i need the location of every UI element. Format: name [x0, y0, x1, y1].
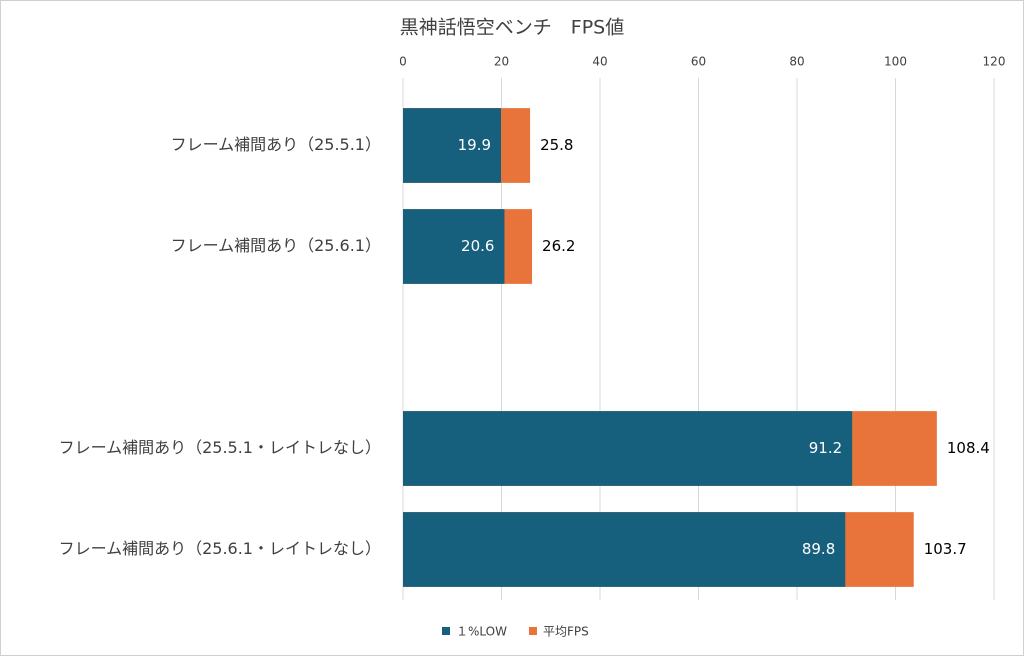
value-label: 89.8 — [802, 540, 835, 558]
bar — [403, 512, 846, 587]
chart-title: 黒神話悟空ベンチ FPS値 — [400, 17, 624, 39]
y-tick-label: フレーム補間あり（25.5.1・レイトレなし） — [59, 438, 381, 457]
value-label: 25.8 — [540, 136, 573, 154]
bar — [403, 411, 853, 486]
value-label: 26.2 — [542, 237, 575, 255]
x-tick-label: 100 — [884, 55, 907, 69]
x-tick-label: 60 — [691, 55, 706, 69]
legend-swatch — [528, 627, 537, 635]
legend-label: １%LOW — [456, 625, 507, 639]
y-tick-label: フレーム補間あり（25.6.1・レイトレなし） — [59, 539, 381, 558]
value-label: 103.7 — [924, 540, 967, 558]
value-label: 19.9 — [458, 136, 491, 154]
value-label: 20.6 — [461, 237, 494, 255]
x-tick-label: 0 — [399, 55, 407, 69]
value-label: 91.2 — [809, 439, 842, 457]
y-tick-label: フレーム補間あり（25.5.1） — [171, 135, 381, 154]
y-tick-label: フレーム補間あり（25.6.1） — [171, 236, 381, 255]
x-tick-label: 20 — [494, 55, 509, 69]
x-tick-label: 80 — [789, 55, 804, 69]
value-label: 108.4 — [947, 439, 990, 457]
legend-swatch — [442, 627, 450, 635]
legend-label: 平均FPS — [543, 625, 589, 639]
x-tick-label: 120 — [983, 55, 1006, 69]
x-tick-label: 40 — [592, 55, 607, 69]
bar — [403, 209, 505, 284]
bar — [403, 108, 502, 183]
